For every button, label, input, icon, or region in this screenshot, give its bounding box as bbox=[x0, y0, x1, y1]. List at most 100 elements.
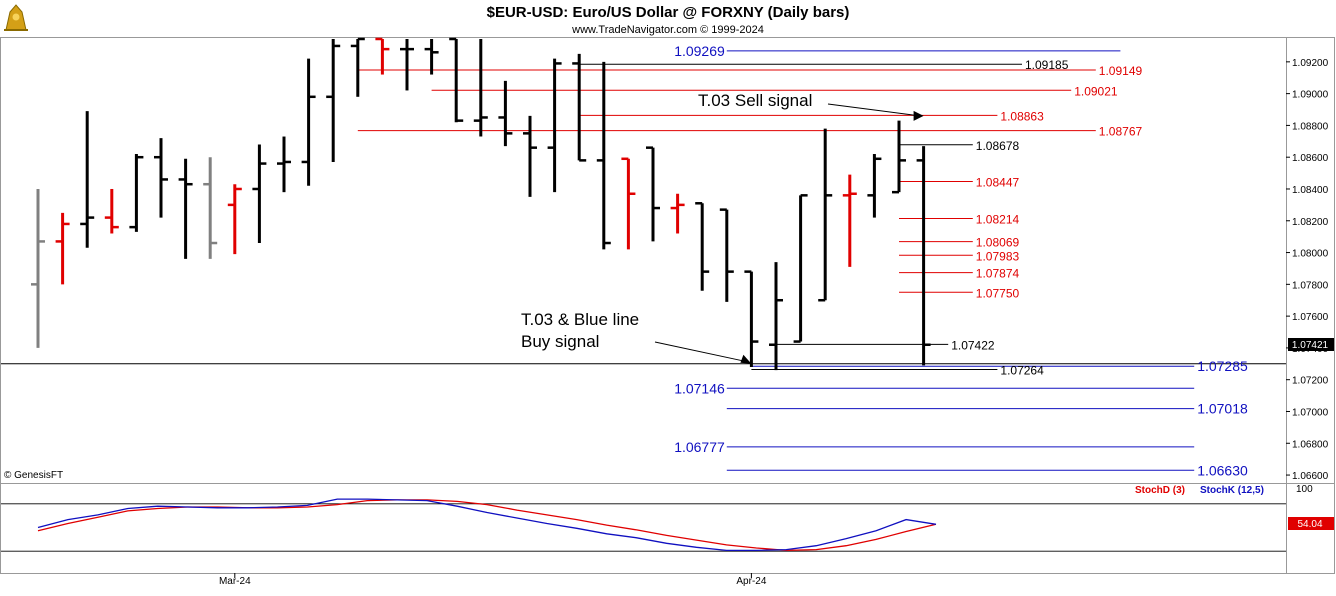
ohlc-bar bbox=[400, 39, 414, 91]
price-axis bbox=[1286, 37, 1335, 484]
ohlc-bar bbox=[596, 61, 611, 250]
ohlc-bar bbox=[326, 39, 341, 162]
stoch-panel bbox=[0, 483, 1287, 574]
ohlc-bar bbox=[424, 39, 439, 75]
ohlc-bar bbox=[449, 37, 464, 123]
ohlc-bar bbox=[375, 37, 390, 75]
buy-arrow-head bbox=[740, 354, 752, 364]
ohlc-bar bbox=[670, 193, 685, 234]
ohlc-bar bbox=[104, 188, 119, 234]
buy-signal-arrow bbox=[654, 341, 748, 363]
sell-signal-label: T.03 Sell signal bbox=[698, 91, 812, 110]
level-label-1.06630: 1.06630 bbox=[1197, 462, 1248, 478]
ohlc-bar bbox=[80, 111, 95, 248]
stoch-value-flag bbox=[1288, 517, 1334, 530]
y-tick-label: 1.08600 bbox=[1292, 153, 1329, 164]
level-label-1.09021: 1.09021 bbox=[1074, 84, 1118, 98]
ohlc-bar bbox=[818, 128, 833, 302]
stoch-d-legend: StochD (3) bbox=[1135, 485, 1185, 496]
stoch-layer bbox=[1, 498, 1286, 552]
ohlc-bar bbox=[227, 184, 242, 255]
y-tick-label: 1.06600 bbox=[1292, 471, 1329, 482]
level-label-1.09185: 1.09185 bbox=[1025, 58, 1069, 72]
level-label-1.07422: 1.07422 bbox=[951, 338, 995, 352]
current-price-flag bbox=[1288, 338, 1334, 351]
level-label-1.07750: 1.07750 bbox=[976, 286, 1020, 300]
ohlc-bar bbox=[892, 120, 906, 194]
level-label-1.08767: 1.08767 bbox=[1099, 125, 1143, 139]
chart-title: $EUR-USD: Euro/US Dollar @ FORXNY (Daily… bbox=[487, 4, 850, 21]
level-label-1.09269: 1.09269 bbox=[674, 43, 725, 59]
ohlc-bar bbox=[350, 37, 365, 97]
y-tick-label: 1.07600 bbox=[1292, 312, 1329, 323]
ohlc-bar bbox=[498, 80, 513, 147]
ohlc-bar bbox=[719, 208, 734, 302]
buy-signal-label-0: T.03 & Blue line bbox=[521, 310, 639, 329]
ohlc-bar bbox=[31, 188, 45, 348]
ohlc-bar bbox=[301, 58, 316, 186]
ohlc-bar bbox=[769, 262, 783, 371]
price-ticks: 1.066001.068001.070001.072001.074001.076… bbox=[1286, 58, 1329, 482]
sell-signal-arrow bbox=[827, 103, 920, 117]
level-label-1.08678: 1.08678 bbox=[976, 139, 1020, 153]
ohlc-bar bbox=[473, 39, 488, 137]
level-label-1.07264: 1.07264 bbox=[1000, 364, 1044, 378]
level-label-1.08447: 1.08447 bbox=[976, 176, 1020, 190]
stoch-series-stochd bbox=[37, 499, 937, 552]
ohlc-bar bbox=[154, 138, 168, 218]
y-tick-label: 1.08000 bbox=[1292, 249, 1329, 260]
ohlc-bar bbox=[178, 158, 193, 259]
ohlc-bar bbox=[646, 146, 660, 242]
ohlc-bar bbox=[252, 144, 267, 244]
ohlc-bar bbox=[744, 270, 759, 367]
ohlc-bar bbox=[867, 154, 882, 218]
ohlc-bar bbox=[572, 53, 587, 162]
levels-layer: 1.09269 1.09185 1.09149 1.09021 1.08863 1.087… bbox=[1, 43, 1286, 478]
gold-bull-logo-icon bbox=[4, 4, 28, 31]
x-axis: Mar-24 Apr-24 bbox=[219, 573, 767, 587]
price-panel bbox=[0, 37, 1287, 484]
level-label-1.07018: 1.07018 bbox=[1197, 401, 1248, 417]
stoch-100-tick: 100 bbox=[1296, 484, 1313, 495]
level-label-1.08214: 1.08214 bbox=[976, 213, 1020, 227]
copyright-text: © GenesisFT bbox=[4, 470, 63, 481]
ohlc-bar bbox=[277, 136, 291, 193]
level-label-1.07983: 1.07983 bbox=[976, 249, 1020, 263]
x-tick-label: Mar-24 bbox=[219, 576, 251, 587]
buy-signal-label-1: Buy signal bbox=[521, 332, 599, 351]
chart-subtitle: www.TradeNavigator.com © 1999-2024 bbox=[571, 24, 764, 36]
level-label-1.07285: 1.07285 bbox=[1197, 358, 1248, 374]
y-tick-label: 1.08400 bbox=[1292, 185, 1329, 196]
level-label-1.08069: 1.08069 bbox=[976, 236, 1020, 250]
stoch-series-stochk bbox=[37, 498, 937, 552]
level-label-1.06777: 1.06777 bbox=[674, 439, 725, 455]
ohlc-bar bbox=[129, 154, 144, 232]
level-label-1.08863: 1.08863 bbox=[1000, 109, 1044, 123]
y-tick-label: 1.09200 bbox=[1292, 58, 1329, 69]
ohlc-bar bbox=[793, 194, 808, 343]
ohlc-bar bbox=[203, 157, 218, 259]
x-tick-label: Apr-24 bbox=[736, 576, 766, 587]
ohlc-bar bbox=[695, 202, 710, 291]
ohlc-bar bbox=[547, 58, 562, 193]
annotations-layer: T.03 Sell signal T.03 & Blue line Buy sign… bbox=[521, 91, 924, 364]
stoch-k-legend: StochK (12,5) bbox=[1200, 485, 1264, 496]
y-tick-label: 1.09000 bbox=[1292, 90, 1329, 101]
y-tick-label: 1.07800 bbox=[1292, 280, 1329, 291]
level-label-1.07146: 1.07146 bbox=[674, 380, 725, 396]
y-tick-label: 1.06800 bbox=[1292, 439, 1329, 450]
level-label-1.07874: 1.07874 bbox=[976, 267, 1020, 281]
stoch-value-label: 54.04 bbox=[1297, 519, 1322, 530]
ohlc-bar bbox=[621, 157, 636, 250]
ohlc-bar bbox=[842, 174, 857, 267]
y-tick-label: 1.07000 bbox=[1292, 407, 1329, 418]
ohlc-bar bbox=[523, 115, 537, 197]
sell-arrow-head bbox=[913, 110, 924, 121]
ohlc-bar bbox=[55, 212, 70, 285]
current-price-label: 1.07421 bbox=[1292, 340, 1329, 351]
bars-layer bbox=[31, 37, 931, 371]
ohlc-bar bbox=[916, 146, 931, 366]
y-tick-label: 1.08200 bbox=[1292, 217, 1329, 228]
